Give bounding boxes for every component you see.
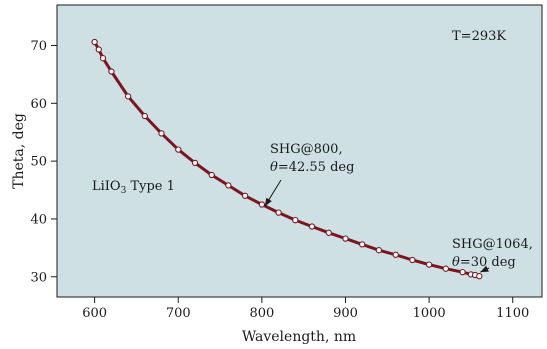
x-tick-label: 1000 — [413, 306, 446, 321]
data-point — [292, 216, 299, 224]
data-point — [91, 38, 98, 46]
y-tick-label: 30 — [30, 270, 47, 285]
data-point — [425, 261, 433, 268]
temperature-label: T=293K — [452, 29, 506, 44]
data-point — [225, 182, 232, 189]
data-point — [124, 93, 132, 100]
x-tick-label: 1100 — [496, 306, 529, 321]
data-point — [275, 209, 282, 216]
x-tick-label: 700 — [166, 306, 191, 321]
shg1064-arrow — [480, 265, 490, 273]
svg-text:T=293K: T=293K — [452, 29, 506, 44]
plot-frame — [56, 4, 543, 298]
svg-text:SHG@1064,: SHG@1064, — [452, 237, 533, 252]
data-point — [308, 223, 316, 230]
y-tick-label: 70 — [30, 39, 47, 54]
data-point — [141, 112, 148, 120]
data-point — [108, 68, 115, 75]
x-tick-label: 800 — [249, 306, 274, 321]
shg800-label: SHG@800, θ=42.55 deg — [270, 142, 354, 175]
shg1064-label: SHG@1064, θ=30 deg — [452, 237, 533, 270]
data-point — [258, 201, 266, 208]
svg-text:θ=42.55 deg: θ=42.55 deg — [270, 160, 354, 175]
data-point — [325, 229, 332, 236]
series-line — [93, 40, 481, 278]
x-axis-label: Wavelength, nm — [242, 329, 356, 345]
svg-text:SHG@800,: SHG@800, — [270, 142, 343, 157]
crystal-label: LiIO3 Type 1 — [92, 179, 175, 196]
plot-area — [57, 5, 542, 297]
x-tick-label: 600 — [82, 306, 107, 321]
data-point — [99, 55, 107, 62]
data-point — [158, 130, 165, 137]
x-tick-label: 900 — [333, 306, 358, 321]
y-tick-label: 50 — [30, 155, 47, 170]
shg800-arrow — [264, 179, 282, 207]
data-point — [342, 235, 349, 242]
data-point — [191, 159, 199, 167]
data-point — [392, 251, 399, 258]
data-point — [359, 241, 366, 248]
data-point — [459, 268, 466, 276]
data-point — [208, 171, 215, 179]
y-tick-label: 40 — [30, 212, 47, 227]
data-point — [95, 46, 102, 53]
data-point — [476, 273, 483, 280]
data-point — [375, 247, 383, 254]
svg-text:θ=30 deg: θ=30 deg — [452, 255, 516, 270]
data-point — [241, 192, 249, 199]
y-axis-label: Theta, deg — [11, 113, 27, 189]
y-tick-label: 60 — [30, 97, 47, 112]
data-point — [409, 256, 416, 264]
svg-text:LiIO3 Type 1: LiIO3 Type 1 — [92, 179, 175, 196]
data-point — [442, 265, 449, 272]
data-point — [175, 146, 182, 153]
